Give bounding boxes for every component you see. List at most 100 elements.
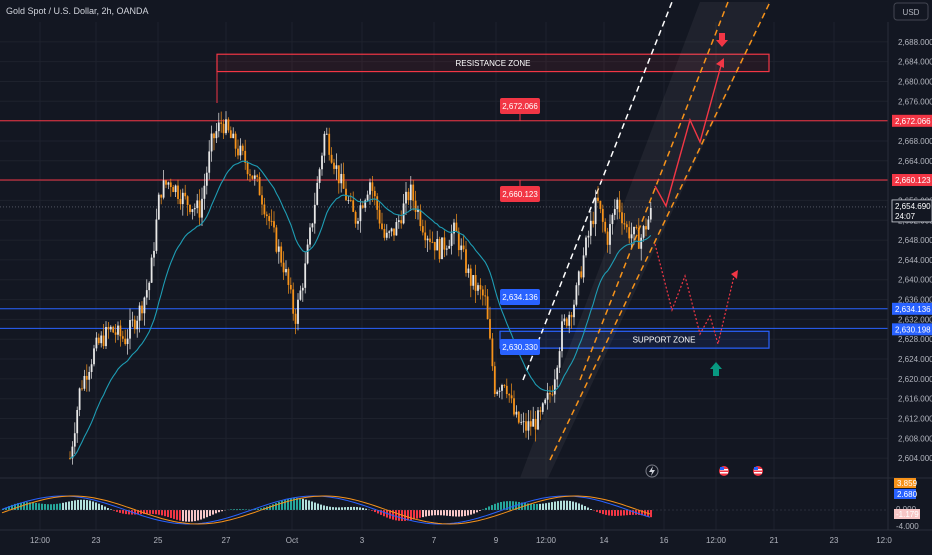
candle (448, 246, 450, 249)
candle (650, 208, 652, 219)
candle (621, 212, 623, 223)
current-price-text: 2,654.690 (895, 202, 931, 211)
candle (494, 366, 496, 394)
indicator-bar (500, 502, 502, 510)
candle (180, 199, 182, 204)
candle (184, 193, 186, 196)
indicator-bar (554, 502, 556, 510)
indicator-bar (89, 501, 91, 510)
candle (369, 182, 371, 194)
lightning-icon[interactable] (646, 465, 658, 477)
candle (446, 249, 448, 250)
indicator-bar (425, 510, 427, 516)
indicator-bar (86, 500, 88, 510)
indicator-tag-3: -1.179 (894, 509, 920, 519)
indicator-bar (296, 498, 298, 510)
indicator-bar (302, 499, 304, 510)
axis-tag-2634: 2,634.136 (892, 303, 932, 315)
indicator-bar (275, 503, 277, 510)
indicator-bar (218, 510, 220, 512)
indicator-bar (215, 510, 217, 513)
candle (254, 175, 256, 178)
candle (333, 163, 335, 169)
candle (602, 209, 604, 222)
indicator-bar (491, 505, 493, 510)
indicator-value-4: -4.000 (896, 522, 919, 531)
currency-button[interactable]: USD (894, 3, 928, 20)
indicator-bar (464, 510, 466, 516)
candle (616, 200, 618, 209)
indicator-bar (71, 501, 73, 510)
indicator-bar (53, 504, 55, 510)
indicator-bar (374, 510, 376, 512)
us-flag-icon[interactable] (719, 466, 729, 476)
indicator-bar (548, 503, 550, 510)
price-tick-label: 2,628.000 (898, 335, 932, 344)
candle (468, 269, 470, 273)
price-tick-label: 2,612.000 (898, 415, 932, 424)
candle (592, 221, 594, 224)
candle (645, 226, 647, 229)
candle (266, 214, 268, 216)
indicator-bar (449, 510, 451, 516)
candle (156, 219, 158, 250)
candle (422, 226, 424, 232)
candle (134, 320, 136, 330)
indicator-bar (626, 510, 628, 515)
indicator-bar (584, 506, 586, 510)
us-flag-icon[interactable] (753, 466, 763, 476)
indicator-bar (485, 508, 487, 510)
candle (112, 327, 114, 333)
time-label: 16 (660, 536, 669, 545)
candle (211, 134, 213, 152)
indicator-bar (122, 510, 124, 514)
indicator-bar (185, 510, 187, 522)
indicator-bar (407, 510, 409, 521)
candle (218, 123, 220, 132)
indicator-bar (497, 503, 499, 510)
candle (638, 228, 640, 249)
indicator-bar (416, 510, 418, 519)
candle (273, 221, 275, 227)
indicator-bar (209, 510, 211, 516)
indicator-bar (533, 504, 535, 510)
indicator-bar (488, 506, 490, 510)
candle (81, 388, 83, 389)
candle (559, 351, 561, 368)
candle (379, 210, 381, 224)
candle (295, 314, 297, 324)
indicator-bar (542, 504, 544, 510)
indicator-bar (623, 510, 625, 515)
candle (477, 285, 479, 291)
candle (132, 320, 134, 321)
indicator-bar (242, 509, 244, 510)
candle (278, 246, 280, 251)
indicator-bar (572, 502, 574, 510)
candle (513, 398, 515, 414)
candle (300, 290, 302, 299)
indicator-bar (230, 509, 232, 510)
indicator-bar (356, 507, 358, 510)
price-tick-label: 2,604.000 (898, 454, 932, 463)
candle (136, 321, 138, 330)
indicator-bar (107, 508, 109, 510)
indicator-bar (104, 507, 106, 510)
indicator-bar (83, 500, 85, 510)
indicator-bar (101, 505, 103, 510)
indicator-bar (338, 507, 340, 510)
candle (628, 227, 630, 238)
indicator-bar (605, 510, 607, 515)
candle (189, 205, 191, 212)
candle (439, 239, 441, 259)
indicator-bar (119, 510, 121, 513)
time-label: 25 (154, 536, 163, 545)
candle (182, 193, 184, 204)
price-tick-label: 2,620.000 (898, 375, 932, 384)
level-tag-2672-text: 2,672.066 (502, 102, 538, 111)
price-tick-label: 2,684.000 (898, 58, 932, 67)
indicator-bar (299, 498, 301, 510)
candle (614, 209, 616, 215)
candle (585, 238, 587, 256)
